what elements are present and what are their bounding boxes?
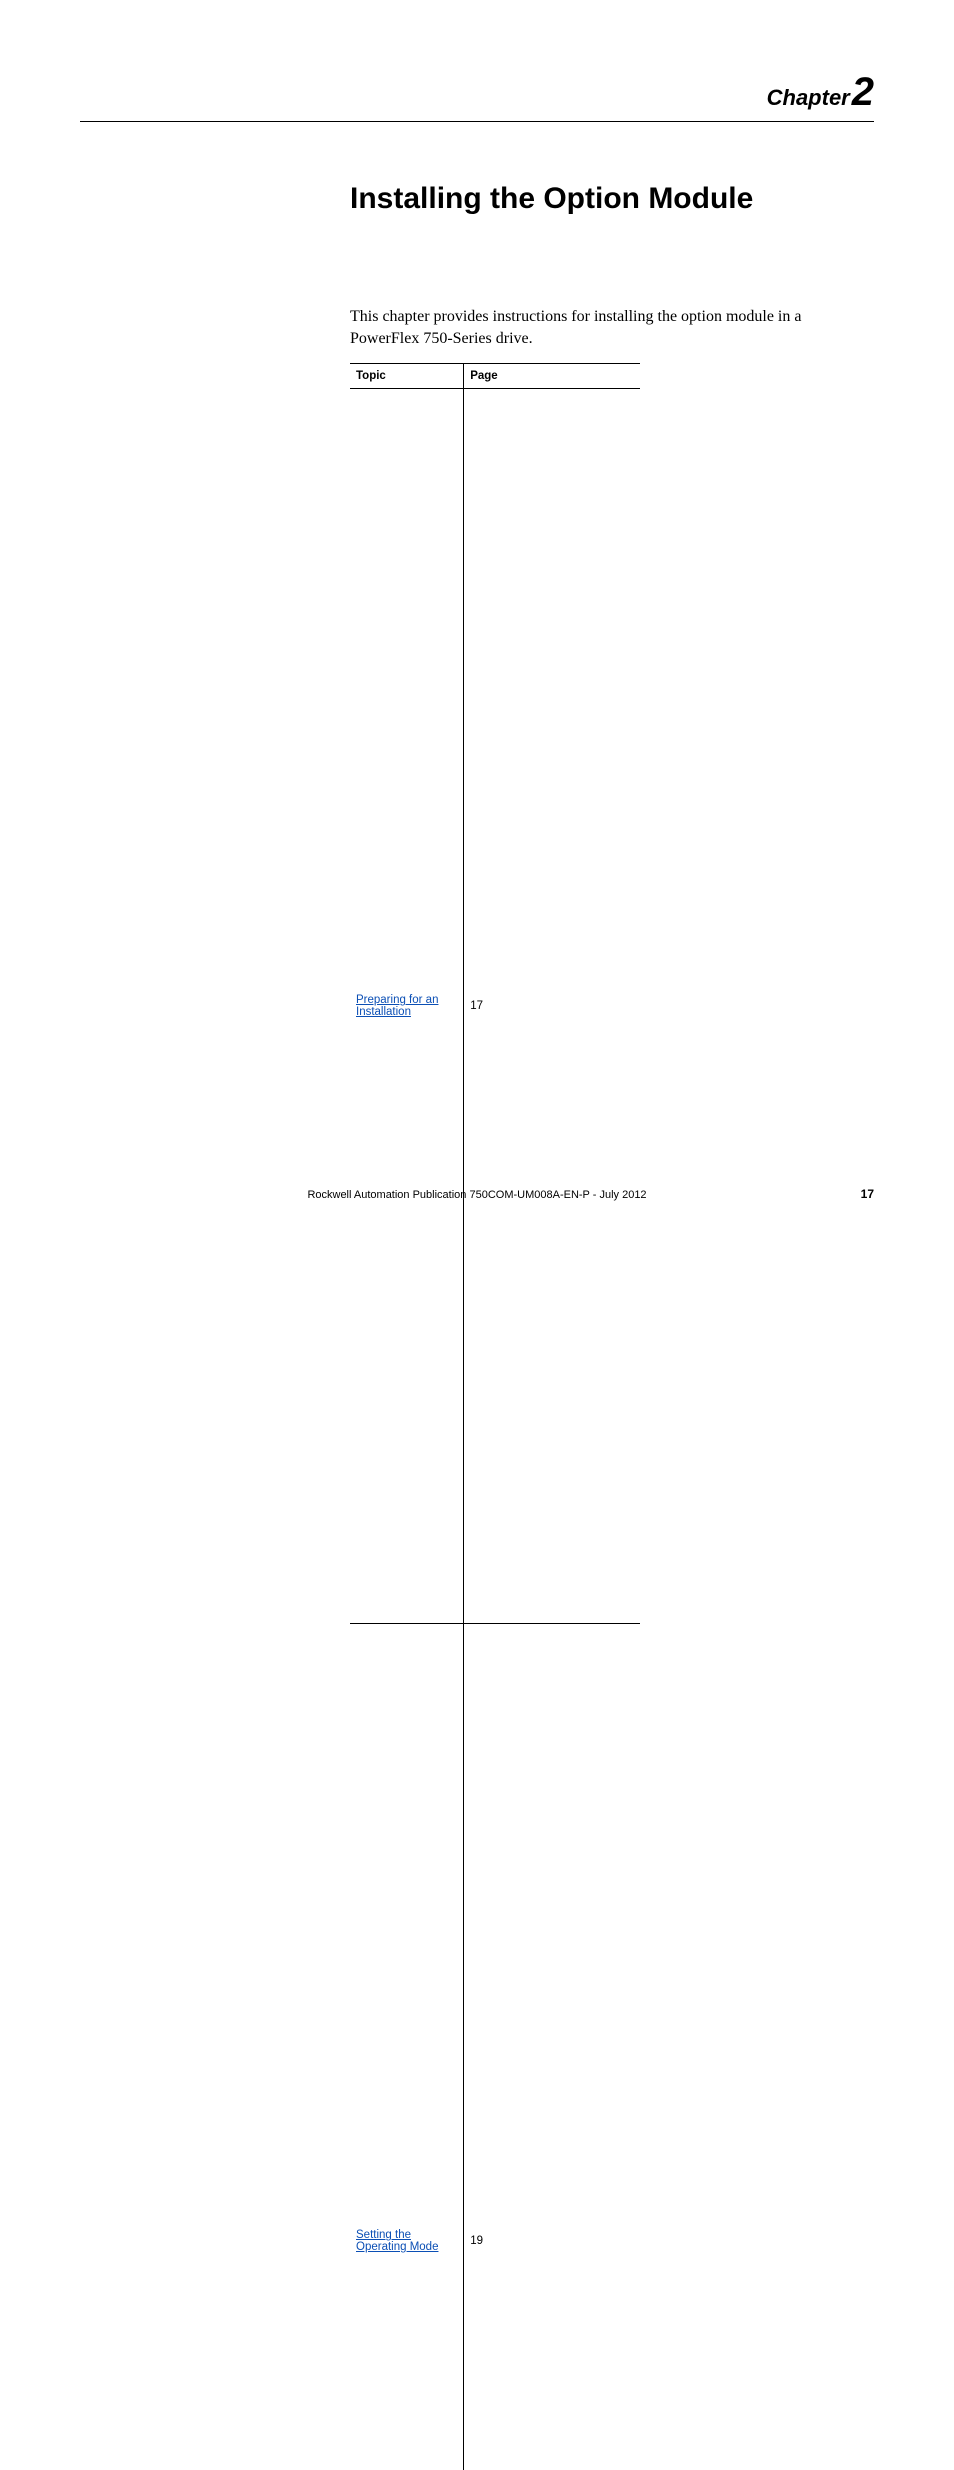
toc-header-topic: Topic [350,364,464,389]
toc-row: Preparing for an Installation 17 [350,389,640,1624]
toc-row: Setting the Operating Mode 19 [350,1624,640,2470]
toc-header-page: Page [464,364,640,389]
toc-topic-cell: Preparing for an Installation [350,389,464,1624]
toc-link[interactable]: Preparing for an Installation [356,994,438,1018]
chapter-header: Chapter2 [80,70,874,115]
footer-publication: Rockwell Automation Publication 750COM-U… [80,1189,874,1201]
footer-page-number: 17 [861,1187,874,1201]
toc-header-row: Topic Page [350,364,640,389]
toc-link[interactable]: Setting the Operating Mode [356,2229,438,2253]
page-footer: Rockwell Automation Publication 750COM-U… [80,1189,874,1201]
toc-page-cell: 19 [464,1624,640,2470]
intro-paragraph: This chapter provides instructions for i… [350,306,874,349]
header-rule [80,121,874,122]
page: Chapter2 Installing the Option Module Th… [0,0,954,1235]
chapter-word: Chapter [767,85,850,110]
chapter-number: 2 [852,70,874,114]
toc-table: Topic Page Preparing for an Installation… [350,363,640,2470]
toc-page-cell: 17 [464,389,640,1624]
chapter-title: Installing the Option Module [350,182,874,216]
toc-topic-cell: Setting the Operating Mode [350,1624,464,2470]
